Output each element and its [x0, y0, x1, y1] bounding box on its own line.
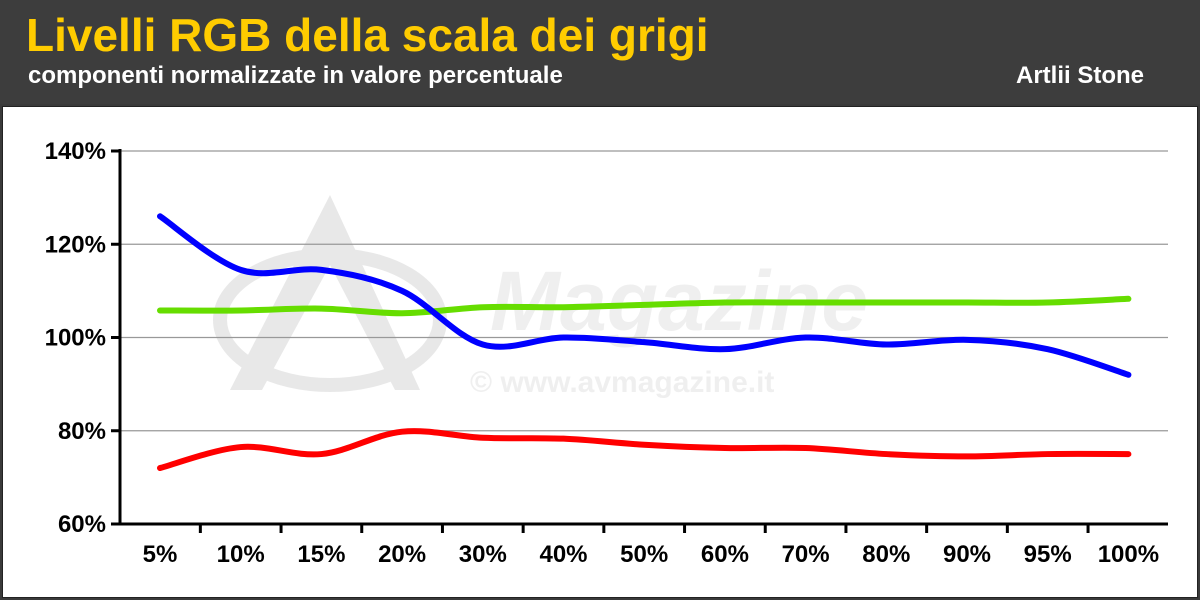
- x-tick-labels: 5% 10% 15% 20% 30% 40% 50% 60% 70% 80% 90% 95% 100%: [143, 541, 1159, 568]
- x-tick-label: 30%: [459, 541, 507, 568]
- y-tick-labels: 60% 80% 100% 120% 140%: [45, 138, 106, 538]
- chart-subtitle: componenti normalizzate in valore percen…: [28, 62, 563, 89]
- series-lines: [157, 213, 1132, 472]
- x-tick-label: 20%: [378, 541, 426, 568]
- series-line-blue: [157, 213, 1132, 378]
- product-name: Artlii Stone: [1015, 62, 1144, 89]
- x-tick-label: 60%: [701, 541, 749, 568]
- x-tick-label: 40%: [539, 541, 587, 568]
- y-tick-label: 100%: [45, 325, 106, 352]
- y-tick-label: 140%: [45, 138, 106, 165]
- watermark-logo: Magazine © www.avmagazine.it: [213, 195, 868, 399]
- watermark-url: © www.avmagazine.it: [470, 366, 774, 399]
- series-line-green: [157, 295, 1132, 317]
- chart-title: Livelli RGB della scala dei grigi: [26, 9, 709, 61]
- axes: [111, 149, 1168, 533]
- x-tick-label: 5%: [143, 541, 178, 568]
- x-tick-label: 100%: [1098, 541, 1159, 568]
- x-tick-label: 50%: [620, 541, 668, 568]
- series-line-red: [157, 428, 1132, 472]
- y-tick-label: 60%: [58, 511, 106, 538]
- y-tick-label: 120%: [45, 231, 106, 258]
- x-tick-label: 10%: [217, 541, 265, 568]
- grid-lines: [120, 150, 1168, 432]
- x-tick-label: 80%: [862, 541, 910, 568]
- y-tick-label: 80%: [58, 418, 106, 445]
- chart-header: Livelli RGB della scala dei grigi compon…: [0, 0, 1200, 104]
- x-tick-label: 95%: [1024, 541, 1072, 568]
- x-tick-label: 15%: [297, 541, 345, 568]
- x-tick-label: 70%: [782, 541, 830, 568]
- x-tick-label: 90%: [943, 541, 991, 568]
- plot-panel: [2, 106, 1198, 598]
